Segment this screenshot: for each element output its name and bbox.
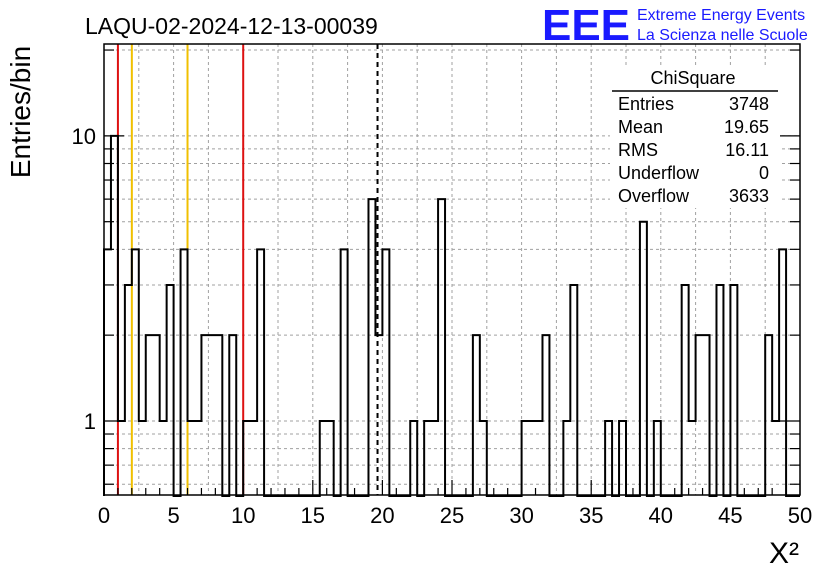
logo-line-2: La Scienza nelle Scuole: [637, 27, 808, 44]
marker-lines: [116, 44, 379, 495]
x-axis-label: X²: [769, 537, 799, 570]
y-axis-label: Entries/bin: [5, 46, 36, 178]
stat-value: 19.65: [724, 117, 769, 137]
stat-label: Entries: [618, 94, 674, 114]
stat-label: Overflow: [618, 186, 690, 206]
logo-mark: EEE: [542, 1, 630, 50]
logo-line-1: Extreme Energy Events: [637, 7, 805, 24]
grid: [104, 44, 800, 495]
x-tick-label: 0: [98, 503, 110, 528]
x-tick-label: 35: [579, 503, 603, 528]
x-tick-label: 15: [301, 503, 325, 528]
stats-box-bg: [610, 66, 780, 208]
axes: 0 5 10 15 20 25 30 35 40 45 50 1 10: [72, 43, 812, 528]
stat-label: RMS: [618, 140, 658, 160]
stat-value: 0: [759, 163, 769, 183]
stat-value: 3748: [729, 94, 769, 114]
x-tick-label: 45: [718, 503, 742, 528]
stat-value: 3633: [729, 186, 769, 206]
x-tick-label: 25: [440, 503, 464, 528]
stats-box: ChiSquare Entries 3748 Mean 19.65 RMS 16…: [610, 66, 780, 208]
stat-value: 16.11: [725, 140, 769, 160]
run-title: LAQU-02-2024-12-13-00039: [85, 13, 378, 39]
stats-title: ChiSquare: [650, 68, 735, 88]
stat-label: Mean: [618, 117, 663, 137]
eee-logo: EEE Extreme Energy Events La Scienza nel…: [542, 1, 808, 50]
histogram-outline: [103, 134, 800, 497]
x-tick-label: 30: [509, 503, 533, 528]
x-tick-label: 5: [167, 503, 179, 528]
stat-label: Underflow: [618, 163, 700, 183]
x-tick-label: 20: [370, 503, 394, 528]
y-tick-label: 1: [84, 409, 96, 434]
x-tick-label: 40: [649, 503, 673, 528]
histogram: [103, 134, 800, 497]
y-tick-label: 10: [72, 124, 96, 149]
x-tick-label: 10: [231, 503, 255, 528]
x-tick-label: 50: [788, 503, 812, 528]
